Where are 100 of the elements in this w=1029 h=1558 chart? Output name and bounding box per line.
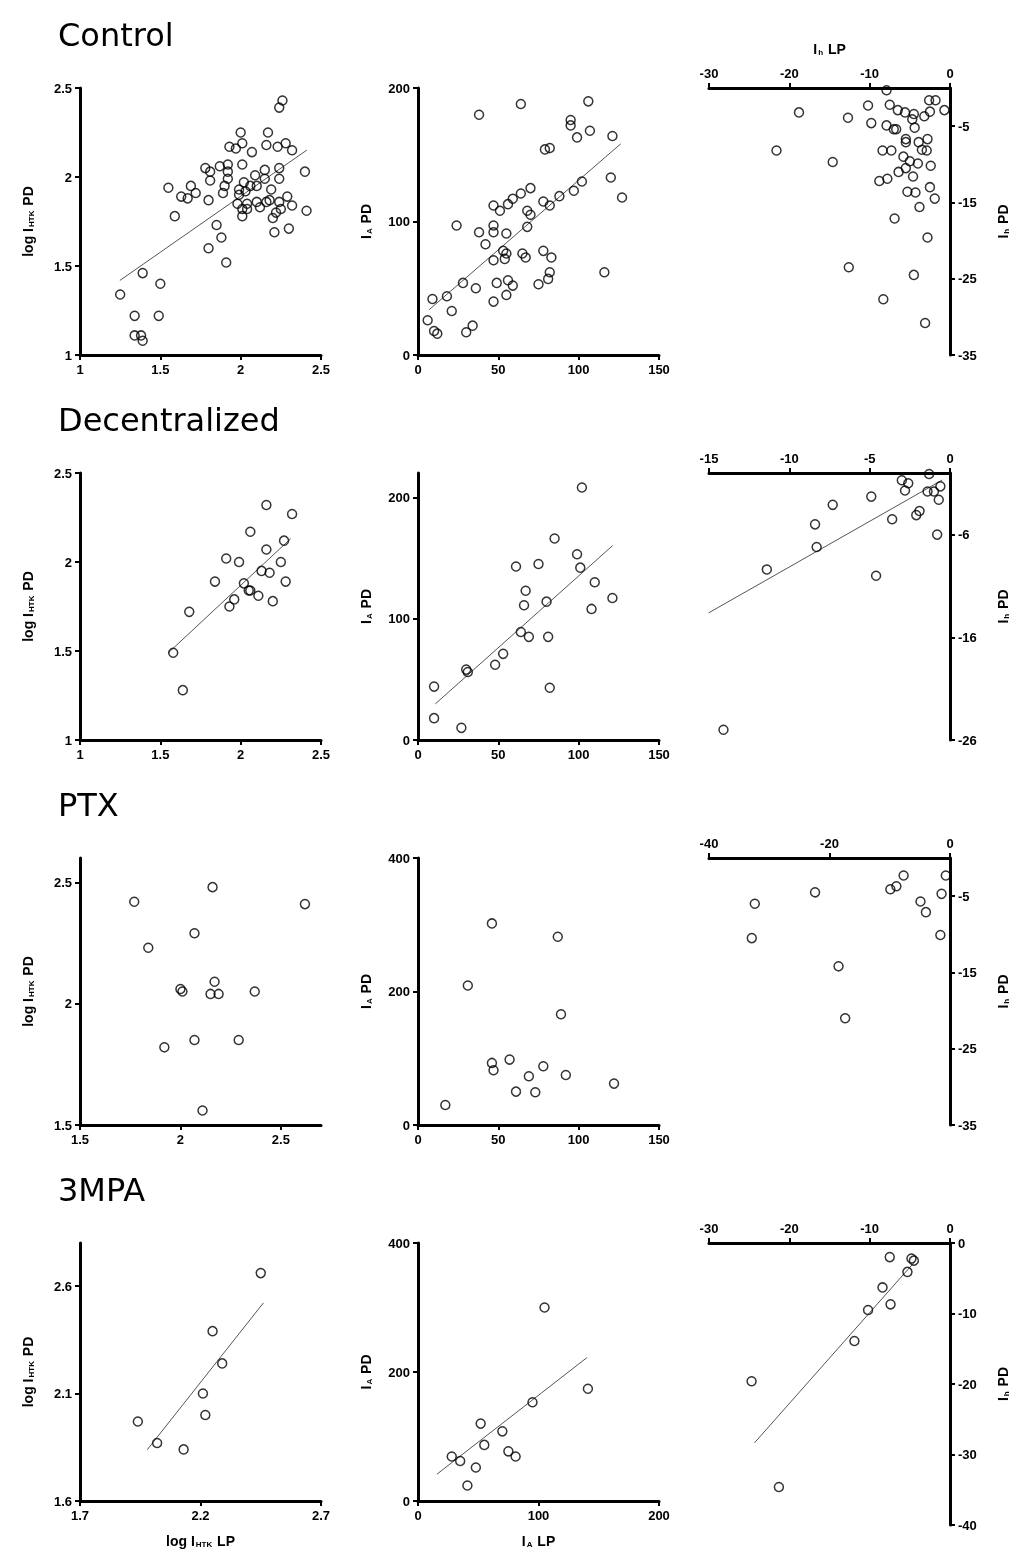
y-tick-label: 1 bbox=[64, 732, 72, 748]
x-tick-label: -15 bbox=[699, 451, 719, 466]
point bbox=[884, 1251, 895, 1263]
point bbox=[915, 896, 926, 907]
y-tick-label: -5 bbox=[958, 118, 970, 134]
point bbox=[454, 1455, 466, 1467]
y-tick-label: 1.5 bbox=[53, 1117, 72, 1133]
point bbox=[544, 266, 555, 278]
point bbox=[501, 289, 512, 301]
y-tick-label: 2.5 bbox=[53, 465, 72, 481]
point bbox=[908, 108, 920, 120]
x-tick-label: 2 bbox=[237, 747, 245, 762]
point bbox=[842, 112, 854, 123]
point bbox=[497, 245, 509, 257]
x-tick-label: 2.5 bbox=[311, 747, 331, 762]
point bbox=[457, 277, 469, 289]
point bbox=[207, 881, 218, 893]
point bbox=[552, 931, 564, 943]
point bbox=[189, 928, 200, 939]
x-tick-label: 0 bbox=[946, 66, 954, 81]
point bbox=[209, 576, 221, 587]
x-tick-label: -20 bbox=[820, 836, 839, 851]
x-tick-label: 50 bbox=[491, 747, 506, 762]
x-axis-title: IA LP bbox=[521, 1532, 556, 1549]
x-tick-label: 0 bbox=[946, 836, 954, 851]
point bbox=[488, 220, 499, 231]
point bbox=[504, 1054, 515, 1065]
point bbox=[488, 296, 499, 307]
point bbox=[933, 494, 944, 505]
point bbox=[539, 144, 551, 155]
x-tick-label: 2.5 bbox=[271, 1132, 290, 1147]
point bbox=[930, 94, 941, 106]
y-tick-label: -26 bbox=[958, 732, 977, 748]
point bbox=[881, 120, 892, 131]
y-tick-label: 100 bbox=[388, 611, 410, 627]
point bbox=[264, 567, 275, 578]
point bbox=[761, 564, 773, 575]
point bbox=[565, 114, 576, 126]
point bbox=[898, 870, 909, 881]
point bbox=[882, 173, 893, 185]
point bbox=[488, 226, 499, 238]
point bbox=[497, 1426, 508, 1437]
point bbox=[446, 305, 457, 317]
point bbox=[275, 556, 287, 568]
point bbox=[899, 107, 911, 118]
point bbox=[908, 269, 920, 281]
point bbox=[467, 320, 478, 331]
x-tick-label: 0 bbox=[946, 451, 954, 466]
point bbox=[904, 155, 916, 167]
point bbox=[128, 896, 140, 907]
point bbox=[132, 1416, 144, 1427]
point bbox=[177, 684, 189, 696]
point bbox=[839, 1012, 851, 1024]
point bbox=[833, 961, 844, 972]
point bbox=[197, 1388, 209, 1399]
point bbox=[510, 561, 522, 572]
y-tick-label: -30 bbox=[958, 1447, 977, 1462]
point bbox=[523, 631, 535, 643]
point bbox=[499, 253, 511, 265]
point bbox=[773, 1481, 785, 1493]
point bbox=[255, 1267, 266, 1279]
point bbox=[576, 176, 588, 187]
point bbox=[522, 205, 533, 217]
point bbox=[522, 221, 533, 233]
point bbox=[560, 1069, 572, 1081]
point bbox=[571, 132, 583, 143]
y-tick-label: 0 bbox=[402, 1117, 410, 1133]
y-axis-title: Ih PD bbox=[994, 974, 1011, 1009]
chart-title: Decentralized bbox=[58, 401, 280, 439]
point bbox=[811, 541, 822, 553]
point bbox=[599, 266, 610, 278]
y-tick-label: -35 bbox=[958, 1117, 977, 1133]
point bbox=[515, 188, 527, 199]
point bbox=[771, 145, 782, 156]
point bbox=[925, 160, 936, 172]
point bbox=[441, 291, 453, 302]
point bbox=[502, 274, 514, 286]
point bbox=[178, 1444, 189, 1455]
point bbox=[589, 576, 600, 588]
y-tick-label: 400 bbox=[388, 1235, 410, 1251]
chart-title: PTX bbox=[58, 786, 119, 824]
x-axis-title: Ih LP bbox=[813, 40, 846, 57]
point bbox=[607, 130, 618, 142]
point bbox=[898, 151, 909, 162]
x-tick-label: 50 bbox=[491, 362, 506, 377]
point bbox=[286, 508, 298, 520]
point bbox=[525, 209, 536, 221]
y-axis-title: IA PD bbox=[357, 203, 374, 239]
x-tick-label: 2.5 bbox=[311, 362, 331, 377]
point bbox=[205, 988, 216, 1000]
point bbox=[827, 499, 838, 511]
x-tick-label: 50 bbox=[491, 1132, 506, 1147]
y-tick-label: 2 bbox=[64, 996, 72, 1012]
point bbox=[886, 513, 898, 525]
point bbox=[159, 1042, 170, 1053]
point bbox=[507, 280, 519, 291]
y-tick-label: 0 bbox=[402, 732, 410, 748]
point bbox=[827, 156, 838, 168]
point bbox=[874, 175, 885, 187]
point bbox=[233, 556, 245, 568]
